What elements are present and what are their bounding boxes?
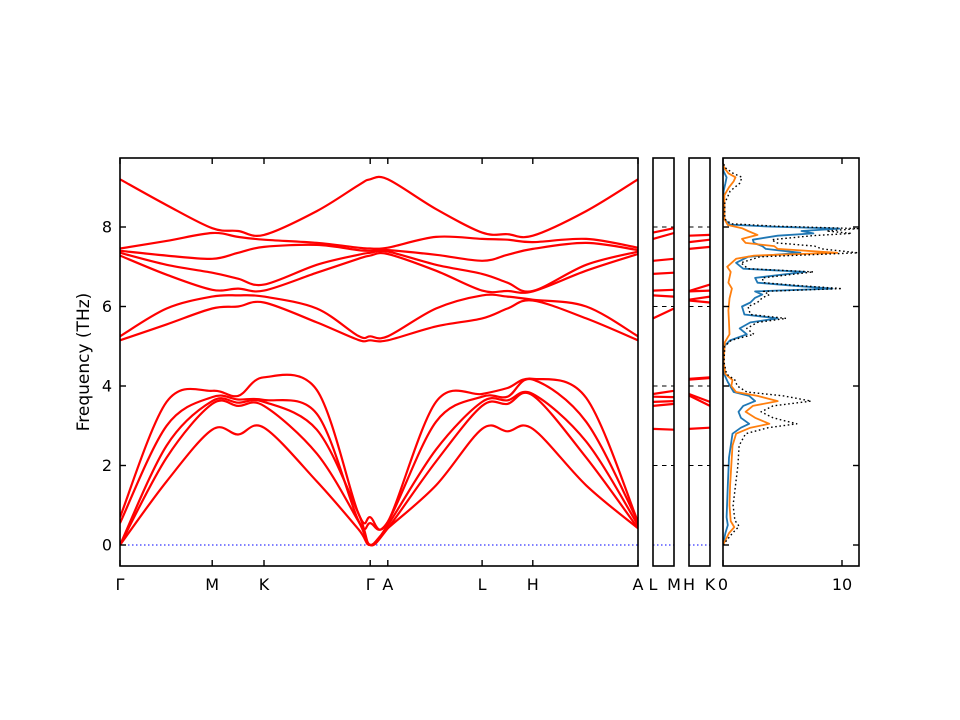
x-tick-label: A (382, 575, 393, 594)
y-tick-label: 8 (102, 218, 112, 237)
phonon-band-9 (120, 249, 638, 293)
x-tick-label: L (649, 575, 658, 594)
phonon-band-6 (120, 299, 638, 343)
x-tick-label: A (633, 575, 644, 594)
segment-HK-band-6 (688, 299, 711, 304)
segment-LM-spines (652, 157, 675, 567)
phonon-band-12 (120, 175, 638, 239)
dos-panel (723, 161, 859, 546)
segment-HK-spines (688, 157, 711, 567)
segment-HK-band-10 (688, 245, 711, 250)
x-tick-label: L (478, 575, 487, 594)
segment-LM-band-8 (652, 288, 675, 292)
x-tick-label: Γ (116, 575, 125, 594)
segment-HK-band-11 (688, 238, 711, 244)
segment-HK-band-1 (688, 426, 711, 430)
segment-LM-band-2 (652, 402, 675, 407)
phonon-band-1 (120, 424, 638, 547)
segment-LM-band-10 (652, 257, 675, 262)
partial-dos-2-curve (723, 163, 839, 546)
phonon-band-4 (120, 377, 638, 531)
segment-HK-band-12 (688, 233, 711, 237)
total-dos-curve (723, 161, 859, 546)
segment-HK-band-2 (688, 394, 711, 407)
y-tick-label: 0 (102, 536, 112, 555)
segment-LM-band-1 (652, 427, 675, 431)
segment-LM-band-9 (652, 271, 675, 275)
segment-HK-band-3 (688, 392, 711, 403)
segment-HK-band-7 (688, 295, 711, 301)
x-tick-label: M (667, 575, 681, 594)
y-axis-label: Frequency (THz) (74, 292, 94, 432)
x-tick-label: Γ (366, 575, 375, 594)
segment-LM-band-12 (652, 227, 675, 234)
x-tick-label: H (527, 575, 539, 594)
phonon-band-3 (120, 390, 638, 547)
segment-LM-band-3 (652, 400, 675, 403)
x-tick-label: K (259, 575, 270, 594)
y-tick-label: 2 (102, 456, 112, 475)
y-tick-label: 6 (102, 297, 112, 316)
phonon-band-8 (120, 251, 638, 294)
band-structure-panel (120, 175, 638, 547)
segment-LM-band-11 (652, 231, 675, 240)
band-panel-spines (119, 157, 639, 567)
segment-LM-band-5 (652, 389, 675, 396)
dos-spines (722, 157, 860, 567)
phonon-band-7 (120, 293, 638, 340)
x-tick-label: 0 (718, 575, 728, 594)
segment-LM-band-6 (652, 307, 675, 320)
x-tick-label: 10 (832, 575, 852, 594)
phonon-band-10 (120, 241, 638, 262)
segment-HK-band-9 (688, 283, 711, 293)
x-tick-label: K (705, 575, 716, 594)
x-tick-label: M (205, 575, 219, 594)
segment-LM-band-7 (652, 294, 675, 298)
x-tick-label: H (683, 575, 695, 594)
partial-dos-1-curve (723, 165, 841, 546)
segment-HK-band-8 (688, 289, 711, 293)
y-tick-label: 4 (102, 377, 112, 396)
segment-HK-band-5 (688, 376, 711, 380)
phonon-band-5 (120, 373, 638, 531)
phonon-band-11 (120, 231, 638, 250)
